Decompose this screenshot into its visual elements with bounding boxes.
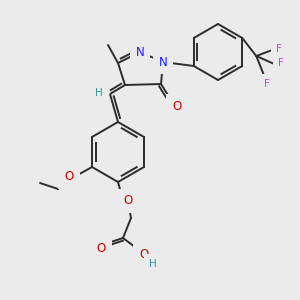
Text: F: F	[278, 58, 284, 68]
Text: H: H	[149, 259, 157, 269]
Text: N: N	[136, 46, 144, 59]
Text: O: O	[140, 248, 148, 262]
Text: F: F	[276, 44, 282, 54]
Text: O: O	[172, 100, 182, 112]
Text: O: O	[64, 170, 74, 184]
Text: O: O	[96, 242, 106, 256]
Text: O: O	[123, 194, 133, 208]
Text: N: N	[159, 56, 167, 68]
Text: F: F	[264, 79, 270, 89]
Text: H: H	[95, 88, 103, 98]
